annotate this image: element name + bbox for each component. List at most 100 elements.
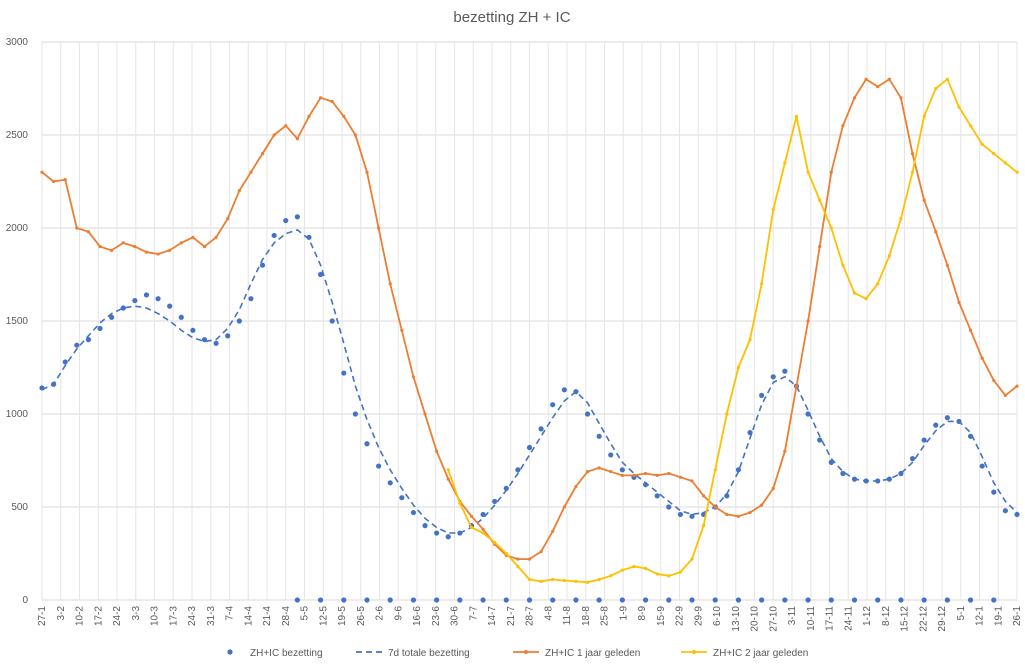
data-point — [643, 471, 648, 476]
data-point — [841, 124, 845, 128]
data-point — [213, 340, 219, 346]
x-tick-label: 7-7 — [468, 606, 479, 621]
x-tick-label: 12-5 — [318, 606, 329, 626]
data-point — [852, 291, 857, 295]
x-tick-label: 5-5 — [300, 606, 311, 621]
data-point — [759, 597, 765, 603]
data-point — [388, 282, 392, 286]
x-tick-label: 26-1 — [1012, 606, 1023, 626]
data-point — [341, 597, 347, 603]
data-point — [423, 412, 427, 416]
data-point — [770, 374, 776, 380]
data-point — [480, 597, 486, 603]
data-point — [191, 235, 195, 239]
data-point — [481, 531, 485, 535]
data-point — [190, 327, 196, 333]
data-point — [434, 597, 440, 603]
data-point — [317, 597, 324, 603]
x-tick-label: 7-4 — [225, 606, 236, 621]
data-point — [539, 550, 543, 554]
data-point — [294, 214, 300, 220]
data-point — [434, 530, 440, 536]
y-tick-label: 3000 — [6, 37, 29, 48]
legend-label: ZH+IC bezetting — [250, 648, 323, 659]
data-point — [1015, 384, 1019, 388]
data-point — [446, 468, 450, 472]
data-point — [121, 241, 125, 245]
legend-label: ZH+IC 1 jaar geleden — [545, 648, 640, 659]
x-tick-label: 18-8 — [581, 606, 592, 626]
y-tick-label: 2000 — [6, 223, 29, 234]
data-point — [74, 342, 80, 348]
data-point — [481, 527, 485, 531]
data-point — [805, 597, 811, 603]
data-point — [702, 494, 706, 498]
data-point — [132, 297, 138, 304]
x-tick-label: 27-10 — [768, 606, 779, 632]
x-tick-label: 10-3 — [150, 606, 161, 626]
y-axis-tick-labels: 0 500 1000 1500 2000 2500 3000 — [6, 37, 29, 606]
data-point — [178, 314, 184, 320]
data-point — [353, 133, 357, 137]
data-point — [133, 245, 137, 249]
data-point — [921, 597, 927, 603]
data-point — [574, 484, 578, 489]
data-point — [526, 444, 533, 451]
data-point — [410, 509, 417, 516]
x-tick-label: 2-6 — [375, 606, 386, 621]
data-point — [643, 566, 648, 570]
x-tick-label: 28-4 — [281, 606, 292, 626]
data-point — [214, 235, 218, 239]
data-point — [922, 198, 926, 202]
data-point — [342, 114, 346, 118]
data-point — [550, 597, 556, 603]
data-point — [748, 338, 752, 342]
data-point — [283, 217, 289, 224]
data-point — [458, 501, 462, 505]
series-1 — [41, 229, 1018, 534]
data-point — [632, 564, 636, 569]
data-point — [446, 477, 450, 481]
data-point — [642, 597, 649, 603]
x-tick-label: 21-7 — [506, 606, 517, 626]
data-point — [1003, 161, 1007, 165]
data-point — [259, 262, 266, 268]
data-point — [562, 578, 566, 583]
data-point — [156, 252, 160, 256]
data-point — [597, 466, 601, 470]
data-point — [422, 523, 428, 529]
data-point — [400, 328, 404, 332]
x-tick-label: 24-2 — [112, 606, 123, 626]
x-tick-label: 19-5 — [337, 606, 348, 626]
data-point — [806, 319, 810, 323]
data-point — [760, 503, 764, 507]
data-point — [782, 597, 788, 603]
data-point — [689, 597, 695, 603]
x-tick-label: 1-9 — [618, 606, 629, 621]
data-point — [249, 170, 253, 174]
series-2 — [40, 77, 1019, 561]
data-point — [539, 579, 543, 584]
data-point — [968, 124, 973, 128]
data-point — [260, 152, 265, 156]
data-point — [411, 375, 416, 379]
x-tick-label: 20-10 — [750, 606, 761, 632]
data-point — [503, 597, 509, 603]
data-point — [364, 441, 370, 447]
x-tick-label: 13-10 — [731, 606, 742, 632]
data-point — [561, 387, 567, 393]
x-tick-label: 8-12 — [881, 606, 892, 626]
data-point — [526, 597, 533, 603]
data-point — [818, 245, 822, 249]
data-point — [945, 77, 949, 81]
data-point — [886, 476, 892, 482]
data-point — [317, 271, 324, 278]
data-point — [655, 473, 659, 477]
x-tick-label: 4-8 — [543, 606, 554, 621]
data-point — [851, 597, 858, 603]
data-point — [40, 170, 44, 174]
data-point — [85, 337, 92, 343]
legend-marker — [692, 650, 696, 654]
data-point — [143, 292, 150, 298]
